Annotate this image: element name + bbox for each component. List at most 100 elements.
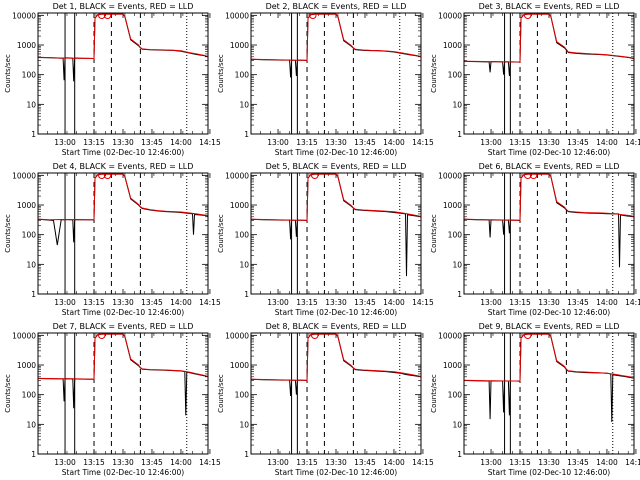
x-tick-label: 13:30	[325, 298, 347, 307]
x-tick-label: 13:15	[509, 298, 531, 307]
series-group	[38, 173, 208, 246]
plot-frame	[463, 172, 635, 295]
x-tick-label: 14:15	[412, 458, 434, 467]
x-tick-label: 14:15	[625, 458, 640, 467]
x-tick-label: 13:00	[480, 138, 502, 147]
y-tick-label: 10	[239, 260, 249, 269]
plot-frame	[37, 12, 209, 135]
x-tick-label: 13:15	[296, 298, 318, 307]
y-tick-label: 10	[239, 420, 249, 429]
y-tick-label: 10000	[12, 171, 36, 180]
x-tick-label: 14:00	[170, 458, 192, 467]
y-tick-label: 10	[239, 100, 249, 109]
y-tick-label: 1000	[443, 41, 462, 50]
series-line-lld	[251, 173, 421, 221]
series-line-events	[38, 333, 208, 416]
x-tick-label: 13:30	[112, 138, 134, 147]
y-tick-label: 10000	[438, 11, 462, 20]
plot-frame	[37, 172, 209, 295]
x-tick-label: 13:30	[112, 298, 134, 307]
x-axis-label: Start Time (02-Dec-10 12:46:00)	[488, 308, 610, 317]
series-group	[251, 13, 421, 78]
x-tick-label: 13:00	[54, 458, 76, 467]
series-line-events	[464, 333, 634, 423]
series-group	[251, 173, 421, 277]
x-tick-label: 14:00	[383, 298, 405, 307]
y-tick-label: 100	[235, 231, 250, 240]
y-tick-label: 1	[31, 290, 36, 299]
x-tick-label: 14:15	[199, 298, 221, 307]
x-tick-label: 14:00	[596, 458, 618, 467]
y-tick-label: 1	[457, 130, 462, 139]
marker-o	[311, 173, 319, 180]
x-tick-label: 14:00	[596, 298, 618, 307]
y-axis-label: Counts/sec	[4, 54, 12, 93]
chart-title: Det 2, BLACK = Events, RED = LLD	[266, 2, 407, 11]
x-tick-label: 14:00	[596, 138, 618, 147]
plot-frame	[250, 12, 422, 135]
y-tick-label: 1	[244, 450, 249, 459]
x-tick-label: 13:45	[354, 458, 376, 467]
x-tick-label: 14:15	[625, 298, 640, 307]
x-tick-label: 13:45	[141, 458, 163, 467]
x-axis-label: Start Time (02-Dec-10 12:46:00)	[275, 148, 397, 157]
y-axis-label: Counts/sec	[217, 214, 225, 253]
x-tick-label: 13:45	[567, 298, 589, 307]
x-axis-label: Start Time (02-Dec-10 12:46:00)	[275, 468, 397, 477]
marker-o	[98, 333, 106, 340]
y-axis-label: Counts/sec	[217, 374, 225, 413]
y-axis-label: Counts/sec	[217, 54, 225, 93]
y-tick-label: 10	[452, 260, 462, 269]
chart-title: Det 7, BLACK = Events, RED = LLD	[53, 322, 194, 331]
x-tick-label: 14:15	[412, 298, 434, 307]
series-group	[38, 333, 208, 416]
marker-o	[524, 333, 532, 340]
x-tick-label: 13:15	[83, 138, 105, 147]
plot-frame	[37, 332, 209, 455]
series-line-lld	[38, 333, 208, 380]
x-tick-label: 14:00	[383, 458, 405, 467]
series-line-lld	[38, 13, 208, 60]
y-tick-label: 1	[457, 290, 462, 299]
x-tick-label: 13:45	[567, 138, 589, 147]
y-tick-label: 1	[31, 130, 36, 139]
series-line-lld	[251, 13, 421, 61]
x-tick-label: 14:00	[170, 298, 192, 307]
y-tick-label: 10000	[225, 171, 249, 180]
y-tick-label: 100	[448, 71, 463, 80]
chart-panel-2: Det 2, BLACK = Events, RED = LLD Counts/s…	[217, 2, 434, 157]
x-tick-label: 13:30	[112, 458, 134, 467]
chart-title: Det 3, BLACK = Events, RED = LLD	[479, 2, 620, 11]
series-group	[38, 13, 208, 82]
x-tick-label: 13:15	[509, 138, 531, 147]
x-tick-label: 14:15	[199, 458, 221, 467]
y-axis-label: Counts/sec	[430, 214, 438, 253]
x-tick-label: 13:45	[354, 138, 376, 147]
y-tick-label: 100	[22, 71, 37, 80]
x-tick-label: 13:00	[267, 138, 289, 147]
x-tick-label: 13:30	[325, 138, 347, 147]
series-line-lld	[464, 333, 634, 382]
x-tick-label: 14:00	[383, 138, 405, 147]
marker-o	[524, 13, 532, 20]
x-tick-label: 13:00	[480, 298, 502, 307]
y-tick-label: 1000	[17, 41, 36, 50]
y-tick-label: 10	[452, 420, 462, 429]
x-tick-label: 13:30	[538, 458, 560, 467]
chart-title: Det 6, BLACK = Events, RED = LLD	[479, 162, 620, 171]
y-tick-label: 10	[26, 260, 36, 269]
y-tick-label: 1	[31, 450, 36, 459]
y-tick-label: 1000	[230, 41, 249, 50]
y-tick-label: 10000	[12, 11, 36, 20]
series-line-lld	[464, 173, 634, 221]
x-tick-label: 13:45	[141, 138, 163, 147]
y-tick-label: 1	[244, 290, 249, 299]
x-tick-label: 13:45	[567, 458, 589, 467]
y-tick-label: 100	[235, 391, 250, 400]
x-tick-label: 13:00	[267, 298, 289, 307]
y-tick-label: 10000	[225, 11, 249, 20]
y-tick-label: 10	[26, 420, 36, 429]
y-axis-label: Counts/sec	[4, 214, 12, 253]
x-tick-label: 13:00	[54, 138, 76, 147]
